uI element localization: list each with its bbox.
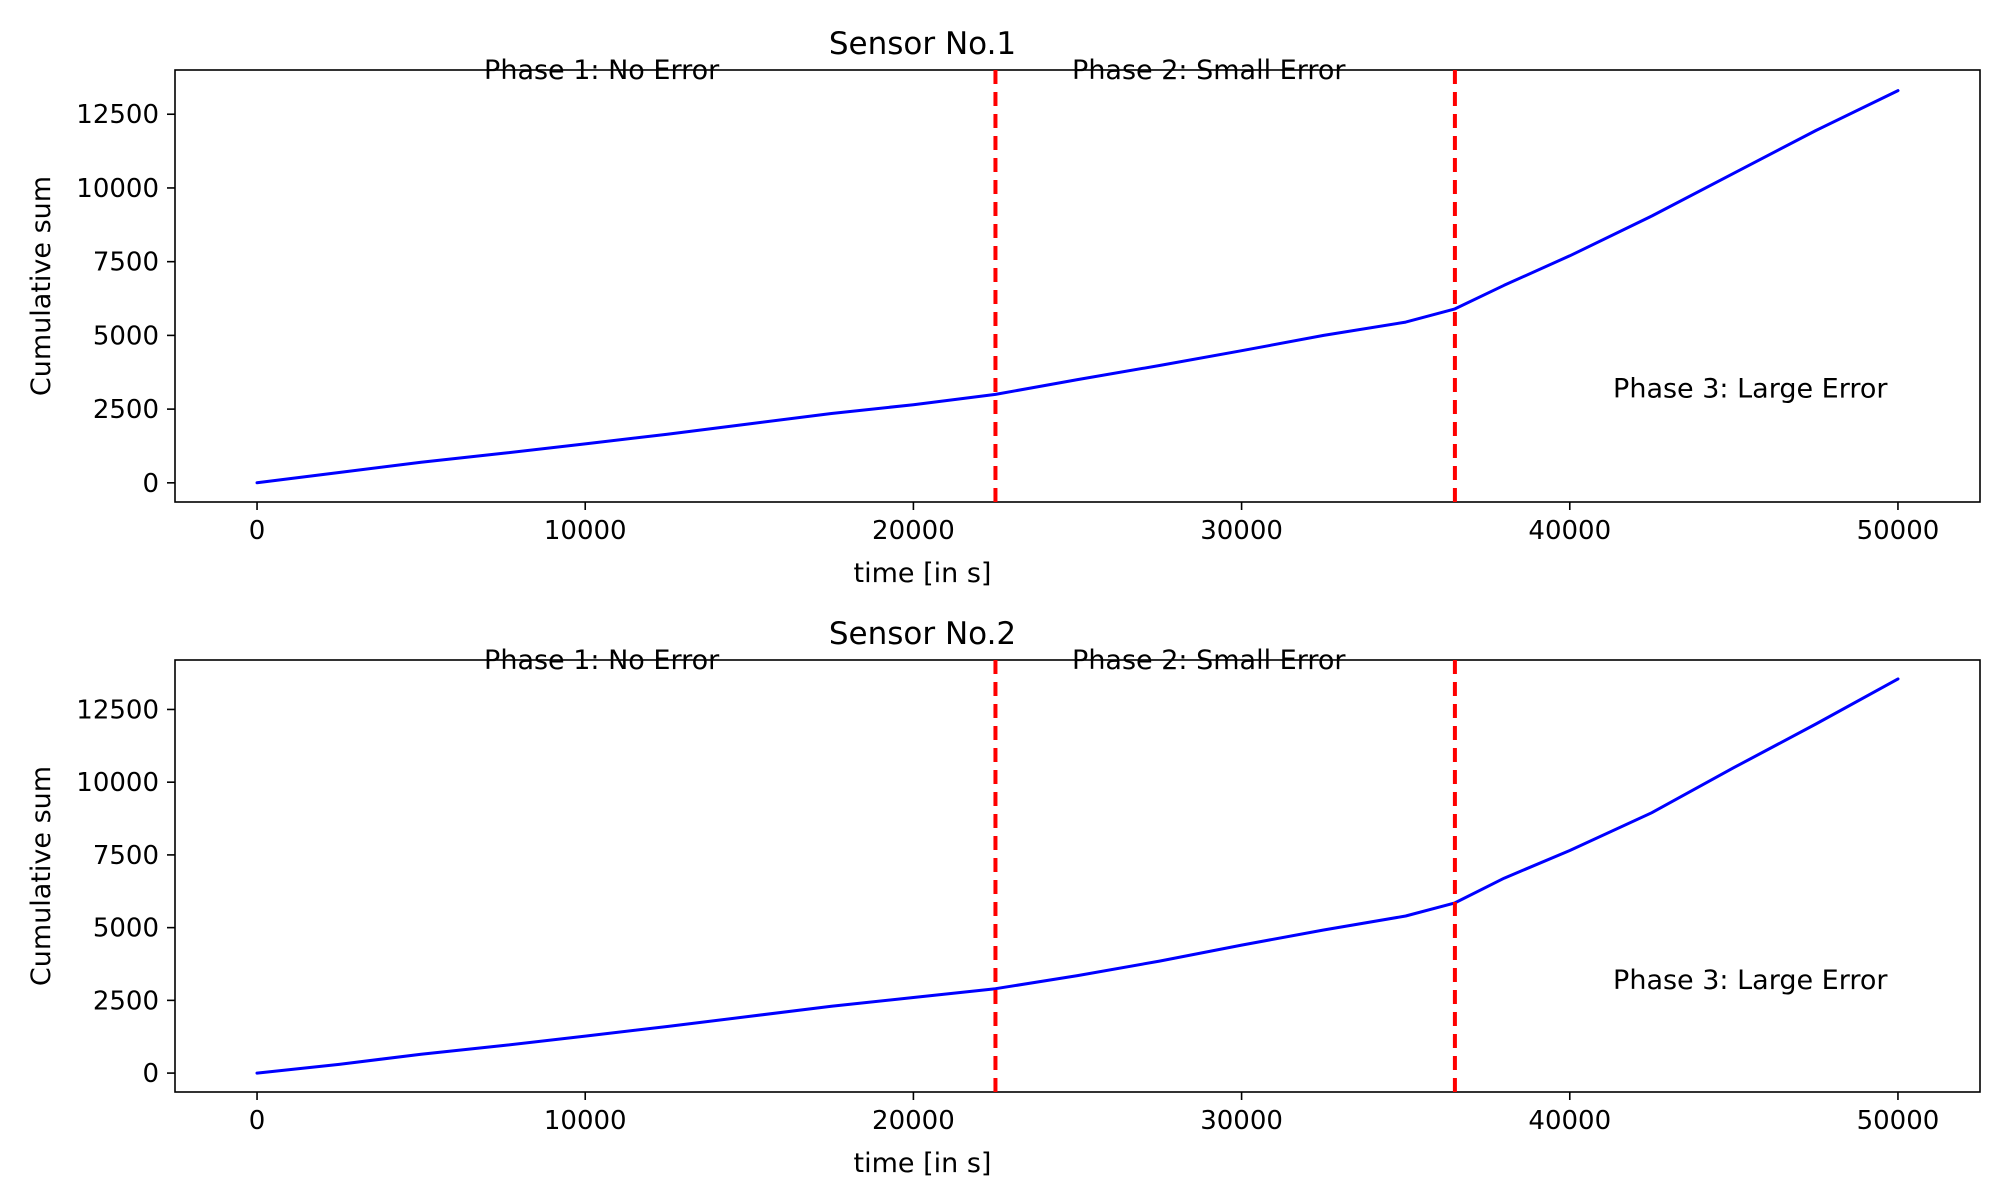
plot-frame (174, 69, 1981, 503)
series-line (255, 677, 1900, 1075)
y-tick-label: 7500 (93, 841, 159, 871)
y-tick-label: 5000 (93, 914, 159, 944)
y-tick-label: 10000 (76, 174, 159, 204)
y-tick-label: 0 (142, 1059, 159, 1089)
chart-title: Sensor No.2 (829, 616, 1016, 652)
y-axis-label: Cumulative sum (26, 766, 57, 986)
x-tick-label: 50000 (1857, 516, 1940, 546)
phase-annotation: Phase 3: Large Error (1613, 965, 1888, 996)
x-tick-label: 30000 (1200, 1106, 1283, 1136)
y-tick-label: 12500 (76, 100, 159, 130)
phase-annotation: Phase 2: Small Error (1072, 645, 1346, 676)
y-tick-label: 2500 (93, 395, 159, 425)
x-tick-label: 0 (249, 1106, 266, 1136)
chart-title: Sensor No.1 (829, 26, 1016, 62)
series-line (255, 89, 1900, 485)
x-tick-label: 20000 (872, 1106, 955, 1136)
y-tick-label: 10000 (76, 768, 159, 798)
x-tick-label: 10000 (544, 516, 627, 546)
y-axis-label: Cumulative sum (26, 176, 57, 396)
x-tick-label: 40000 (1528, 516, 1611, 546)
x-axis-label: time [in s] (854, 1148, 992, 1179)
x-tick-label: 20000 (872, 516, 955, 546)
phase-annotation: Phase 1: No Error (484, 645, 720, 676)
x-tick-label: 10000 (544, 1106, 627, 1136)
y-tick-label: 2500 (93, 986, 159, 1016)
x-tick-label: 40000 (1528, 1106, 1611, 1136)
y-tick-label: 7500 (93, 248, 159, 278)
phase-annotation: Phase 3: Large Error (1613, 373, 1888, 404)
phase-annotation: Phase 1: No Error (484, 55, 720, 86)
plot-frame (174, 659, 1981, 1093)
phase-annotation: Phase 2: Small Error (1072, 55, 1346, 86)
y-tick-label: 12500 (76, 695, 159, 725)
x-axis-label: time [in s] (854, 558, 992, 589)
y-tick-label: 5000 (93, 321, 159, 351)
x-tick-label: 50000 (1857, 1106, 1940, 1136)
x-tick-label: 30000 (1200, 516, 1283, 546)
x-tick-label: 0 (249, 516, 266, 546)
y-tick-label: 0 (142, 469, 159, 499)
